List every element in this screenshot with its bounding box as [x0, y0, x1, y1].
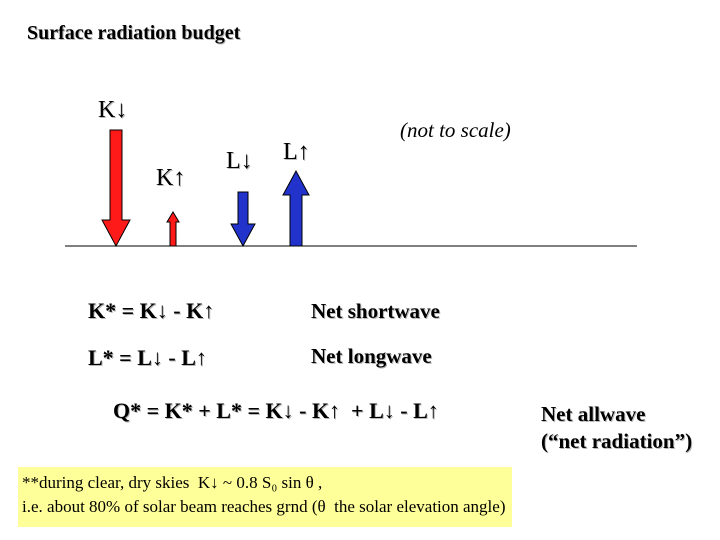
page-title: Surface radiation budget — [27, 22, 241, 44]
q-star-description-line2: (“net radiation”) — [541, 429, 693, 453]
footnote-line1: **during clear, dry skies K↓ ~ 0.8 S₀ si… — [22, 473, 323, 492]
l-star-description: Net longwave — [311, 344, 432, 368]
k-up-arrow — [166, 211, 180, 247]
footnote-line2: i.e. about 80% of solar beam reaches grn… — [22, 497, 506, 516]
l-star-equation: L* = L↓ - L↑ — [88, 345, 207, 370]
scale-note: (not to scale) — [400, 118, 511, 142]
k-star-equation: K* = K↓ - K↑ — [88, 298, 215, 323]
k-up-label: K↑ — [156, 165, 186, 191]
l-up-label: L↑ — [283, 139, 310, 165]
k-star-description: Net shortwave — [311, 299, 440, 323]
k-down-arrow — [101, 129, 131, 248]
l-down-arrow — [230, 191, 256, 248]
footnote-highlight — [18, 467, 512, 527]
q-star-description-line1: Net allwave — [541, 402, 646, 426]
l-down-label: L↓ — [226, 148, 253, 174]
k-down-label: K↓ — [98, 97, 128, 123]
l-up-arrow — [282, 169, 310, 247]
q-star-equation: Q* = K* + L* = K↓ - K↑ + L↓ - L↑ — [113, 398, 439, 423]
